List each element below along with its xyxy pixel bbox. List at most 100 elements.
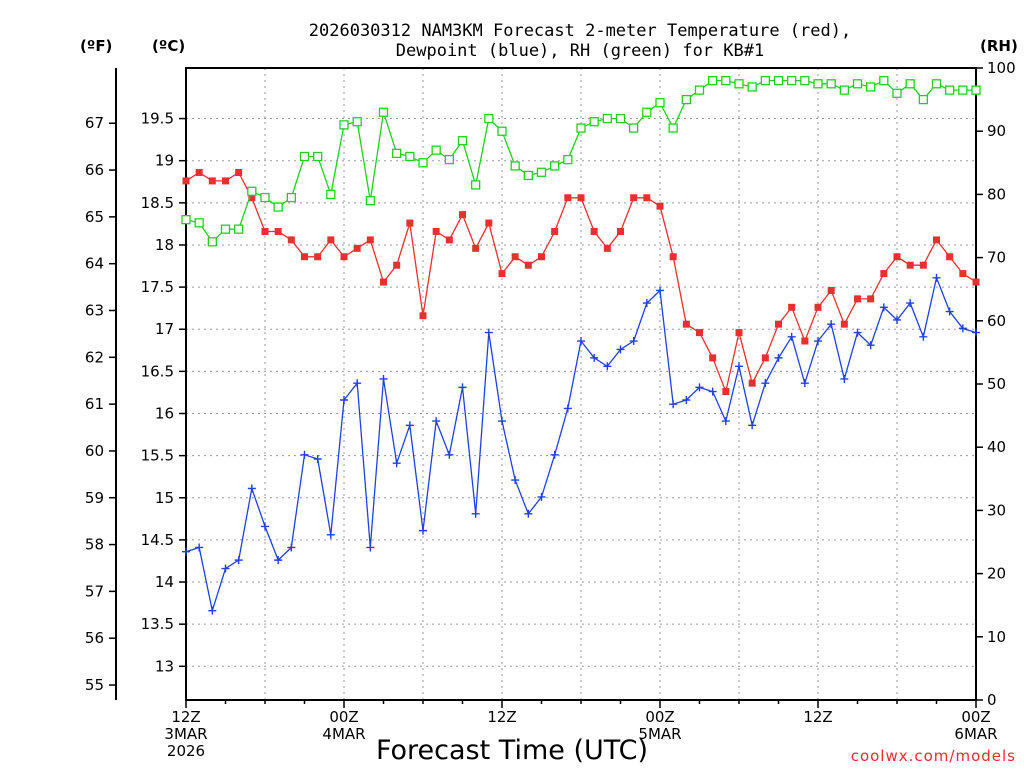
- data-point-rh: [457, 136, 468, 146]
- data-point-temperature: [788, 303, 796, 311]
- data-point-temperature: [511, 253, 519, 261]
- credit-text: coolwx.com/models: [851, 747, 1016, 765]
- data-point-temperature: [682, 320, 690, 328]
- fahrenheit-tick-label: 61: [85, 395, 104, 413]
- data-point-dewpoint: [814, 337, 822, 346]
- data-point-temperature: [959, 270, 967, 278]
- data-point-rh: [787, 75, 797, 86]
- data-point-dewpoint: [972, 328, 980, 337]
- data-point-temperature: [538, 253, 545, 261]
- data-point-rh: [352, 117, 362, 127]
- data-point-dewpoint: [919, 332, 928, 341]
- grid-layer: [186, 68, 976, 700]
- data-point-dewpoint: [932, 273, 941, 282]
- fahrenheit-tick-label: 57: [85, 582, 104, 600]
- data-point-rh: [313, 151, 323, 162]
- x-tick-label: 00Z: [645, 708, 674, 726]
- data-point-temperature: [472, 244, 480, 252]
- fahrenheit-tick-label: 62: [85, 348, 104, 366]
- x-tick-label: 12Z: [487, 708, 516, 726]
- rh-tick-label: 30: [987, 501, 1006, 519]
- fahrenheit-tick-label: 64: [85, 255, 104, 273]
- chart-title-line-2: Dewpoint (blue), RH (green) for KB#1: [396, 41, 764, 61]
- celsius-tick-label: 17: [155, 320, 174, 338]
- data-point-dewpoint: [879, 303, 888, 312]
- data-point-temperature: [617, 227, 624, 235]
- data-point-temperature: [432, 227, 440, 235]
- rh-tick-label: 60: [987, 312, 1006, 330]
- data-point-temperature: [274, 227, 282, 235]
- data-point-rh: [602, 113, 612, 124]
- data-point-temperature: [406, 219, 414, 227]
- data-point-rh: [392, 148, 402, 158]
- x-axis-label: Forecast Time (UTC): [376, 735, 648, 766]
- data-point-dewpoint: [669, 400, 678, 409]
- x-tick-label: 4MAR: [322, 725, 365, 743]
- data-point-dewpoint: [590, 353, 599, 362]
- data-point-rh: [523, 170, 533, 181]
- data-point-dewpoint: [827, 320, 836, 329]
- data-point-temperature: [656, 202, 664, 210]
- data-point-rh: [931, 79, 942, 89]
- x-tick-label: 2026: [167, 742, 205, 760]
- data-point-rh: [589, 117, 599, 127]
- data-point-rh: [260, 192, 270, 203]
- data-point-rh: [207, 237, 217, 247]
- data-point-temperature: [459, 211, 466, 219]
- data-point-dewpoint: [774, 353, 783, 362]
- data-point-dewpoint: [340, 396, 348, 405]
- x-tick-label: 6MAR: [954, 725, 997, 743]
- data-point-temperature: [748, 379, 756, 387]
- data-point-rh: [576, 123, 586, 133]
- data-point-temperature: [933, 236, 940, 244]
- rh-tick-label: 10: [987, 628, 1006, 646]
- data-point-temperature: [551, 227, 559, 235]
- data-point-dewpoint: [629, 337, 638, 346]
- data-point-rh: [563, 154, 573, 165]
- chart-title-line-1: 2026030312 NAM3KM Forecast 2-meter Tempe…: [309, 21, 851, 41]
- data-point-rh: [760, 75, 770, 86]
- data-point-temperature: [630, 194, 638, 202]
- data-point-rh: [378, 107, 389, 117]
- data-point-rh: [747, 82, 757, 92]
- celsius-tick-label: 14.5: [141, 531, 174, 549]
- data-point-dewpoint: [537, 492, 546, 501]
- data-point-dewpoint: [708, 387, 717, 396]
- data-point-temperature: [314, 253, 322, 261]
- data-point-dewpoint: [656, 286, 664, 295]
- data-point-rh: [510, 161, 520, 171]
- fahrenheit-tick-label: 59: [85, 489, 104, 507]
- data-point-dewpoint: [735, 362, 743, 371]
- data-point-temperature: [301, 253, 308, 261]
- fahrenheit-tick-label: 65: [85, 208, 104, 226]
- data-point-temperature: [235, 168, 243, 176]
- x-tick-label: 12Z: [171, 708, 200, 726]
- data-point-dewpoint: [721, 417, 730, 426]
- data-point-rh: [247, 186, 257, 196]
- data-point-temperature: [577, 194, 585, 202]
- data-point-rh: [918, 94, 928, 105]
- data-point-temperature: [380, 278, 387, 286]
- data-point-rh: [286, 192, 296, 203]
- data-point-dewpoint: [524, 509, 533, 518]
- data-point-dewpoint: [511, 476, 520, 485]
- data-point-rh: [365, 196, 375, 206]
- fahrenheit-tick-label: 67: [85, 114, 104, 132]
- data-point-temperature: [801, 337, 809, 345]
- data-point-dewpoint: [893, 315, 901, 324]
- data-point-dewpoint: [840, 374, 849, 383]
- data-point-dewpoint: [234, 556, 243, 565]
- rh-tick-label: 40: [987, 438, 1006, 456]
- data-point-temperature: [485, 219, 493, 227]
- celsius-tick-label: 13: [155, 657, 174, 675]
- data-point-temperature: [445, 236, 453, 244]
- data-point-temperature: [222, 177, 229, 185]
- rh-tick-label: 50: [987, 375, 1006, 393]
- data-point-rh: [852, 79, 863, 89]
- data-point-rh: [826, 79, 836, 89]
- data-point-rh: [405, 151, 415, 162]
- data-point-temperature: [775, 320, 782, 328]
- data-point-rh: [326, 189, 336, 200]
- data-point-dewpoint: [326, 530, 335, 539]
- data-point-dewpoint: [287, 543, 296, 552]
